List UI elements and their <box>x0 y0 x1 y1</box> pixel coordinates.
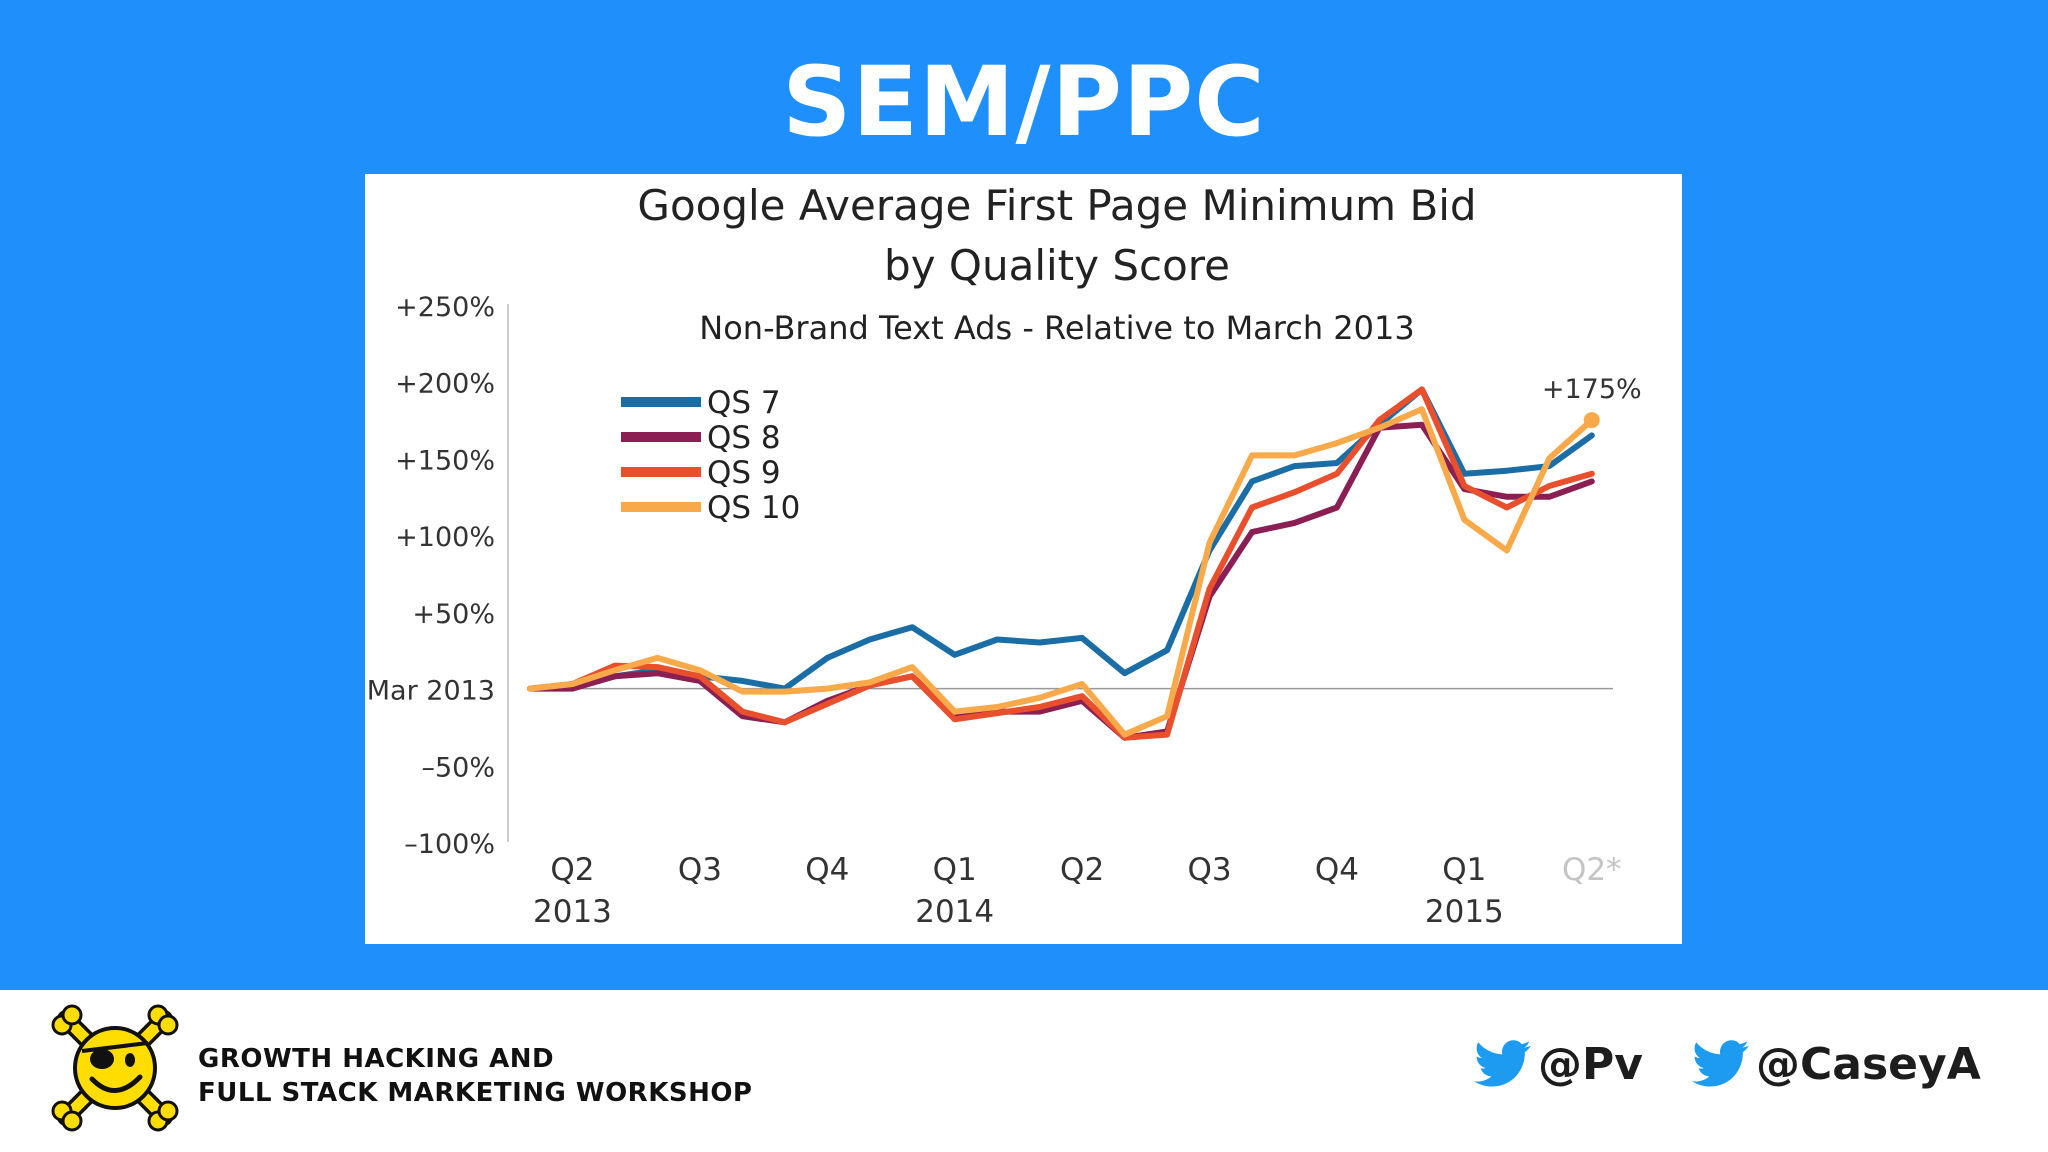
slide-title: SEM/PPC <box>782 46 1266 158</box>
twitter-handle-pv[interactable]: @Pv <box>1474 1034 1643 1094</box>
twitter-handle-caseya-text: @CaseyA <box>1756 1038 1981 1090</box>
x-tick-year-label: 2014 <box>915 894 994 930</box>
y-tick-label: –50% <box>421 752 495 783</box>
chart-title-line2: by Quality Score <box>884 241 1230 290</box>
legend-swatch <box>621 467 701 477</box>
y-tick-label: +250% <box>395 292 495 323</box>
x-tick-year-label: 2013 <box>533 894 612 930</box>
annotation-marker <box>1583 412 1600 429</box>
x-tick-label: Q2 <box>550 852 594 888</box>
x-tick-label: Q4 <box>805 852 849 888</box>
annotation-label: +175% <box>1542 374 1642 405</box>
series-line-qs-10 <box>527 406 1595 738</box>
twitter-handle-caseya[interactable]: @CaseyA <box>1692 1034 1981 1094</box>
y-tick-label: Mar 2013 <box>367 676 495 707</box>
legend-swatch <box>621 432 701 442</box>
twitter-handle-pv-text: @Pv <box>1538 1038 1643 1090</box>
workshop-line-2: FULL STACK MARKETING WORKSHOP <box>198 1078 753 1108</box>
x-tick-label: Q2 <box>1060 852 1104 888</box>
series-line-qs-8 <box>527 421 1595 741</box>
x-tick-label: Q4 <box>1315 852 1359 888</box>
legend-label: QS 8 <box>707 420 781 456</box>
y-tick-label: +200% <box>395 369 495 400</box>
x-tick-label: Q3 <box>678 852 722 888</box>
legend-label: QS 7 <box>707 385 781 421</box>
legend-label: QS 9 <box>707 455 781 491</box>
chart-title: Google Average First Page Minimum Bid <box>637 181 1476 230</box>
twitter-bird-icon <box>1692 1040 1749 1087</box>
legend-swatch <box>621 502 701 512</box>
x-tick-label: Q1 <box>933 852 977 888</box>
y-tick-label: +150% <box>395 445 495 476</box>
x-tick-year-label: 2015 <box>1425 894 1504 930</box>
chart-subtitle: Non-Brand Text Ads - Relative to March 2… <box>699 309 1414 347</box>
x-tick-label: Q3 <box>1187 852 1231 888</box>
workshop-line-1: GROWTH HACKING AND <box>198 1044 555 1074</box>
x-tick-label: Q2* <box>1562 852 1622 888</box>
legend-label: QS 10 <box>707 490 800 526</box>
x-tick-label: Q1 <box>1442 852 1486 888</box>
series-line-qs-9 <box>527 386 1595 741</box>
y-tick-label: –100% <box>404 829 495 860</box>
chart: Google Average First Page Minimum Bid by… <box>367 181 1642 930</box>
legend-swatch <box>621 397 701 407</box>
pirate-smiley-logo-icon <box>51 1004 179 1132</box>
twitter-bird-icon <box>1474 1040 1531 1087</box>
footer: GROWTH HACKING AND FULL STACK MARKETING … <box>0 990 2048 1152</box>
chart-card: Google Average First Page Minimum Bid by… <box>365 174 1682 944</box>
y-tick-label: +100% <box>395 522 495 553</box>
workshop-title: GROWTH HACKING AND FULL STACK MARKETING … <box>198 1042 752 1110</box>
y-tick-label: +50% <box>412 599 495 630</box>
